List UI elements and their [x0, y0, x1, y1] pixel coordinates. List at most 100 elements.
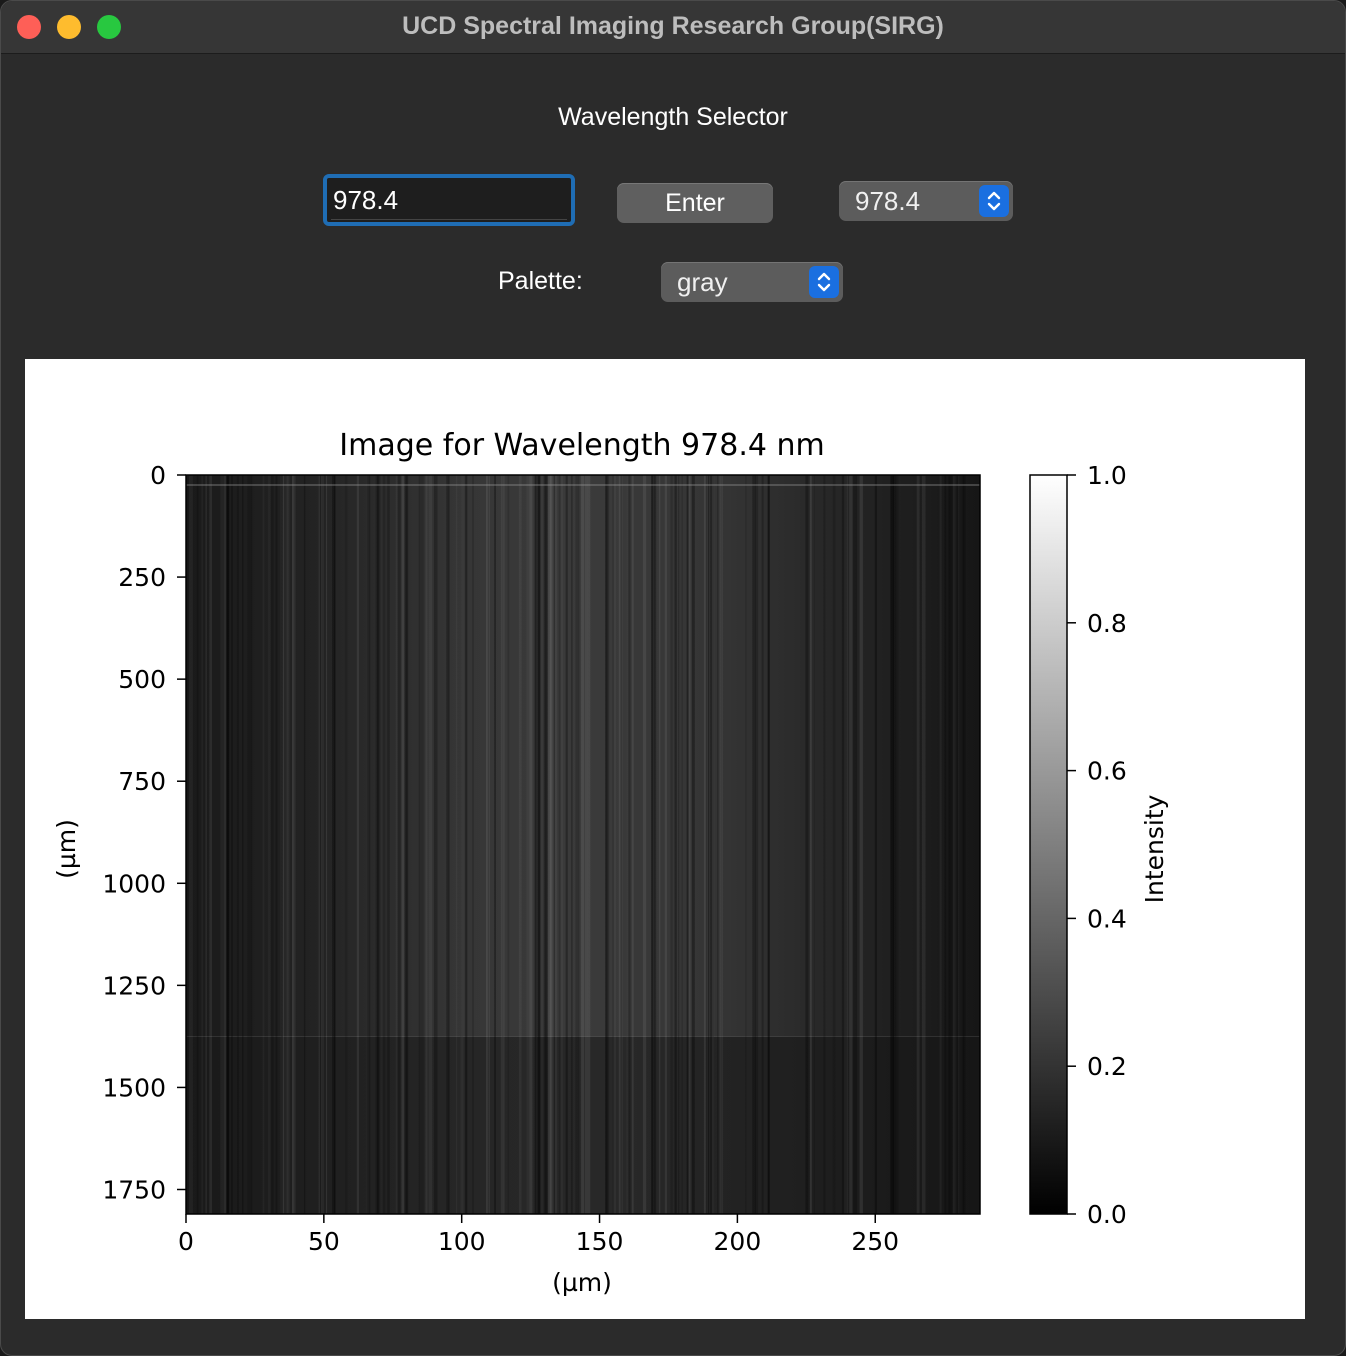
x-tick-label: 100	[438, 1227, 486, 1256]
heatmap-stripe	[285, 475, 289, 1214]
heatmap-stripe	[223, 475, 226, 1214]
y-axis-label: (µm)	[52, 819, 81, 879]
heatmap-stripe	[507, 475, 510, 1214]
heatmap-stripe	[382, 475, 386, 1214]
heatmap-stripe	[705, 475, 707, 1214]
heatmap-stripe	[674, 475, 677, 1214]
heatmap-stripe	[721, 475, 724, 1214]
heatmap-stripe	[678, 475, 680, 1214]
wavelength-input[interactable]: 978.4	[323, 174, 575, 226]
heatmap-stripe	[626, 475, 629, 1214]
heatmap-stripe	[529, 475, 533, 1214]
updown-chevron-icon	[809, 266, 839, 298]
heatmap-stripe	[201, 475, 203, 1214]
heatmap-stripe	[332, 475, 335, 1214]
colorbar-gradient	[1029, 474, 1068, 1215]
close-window-button[interactable]	[17, 15, 41, 39]
heatmap-stripe	[584, 475, 588, 1214]
heatmap-stripe	[939, 475, 942, 1214]
heatmap-stripe	[448, 475, 450, 1214]
heatmap-stripe	[710, 475, 714, 1214]
heatmap-stripe	[681, 475, 683, 1214]
heatmap-stripe	[626, 475, 628, 1214]
minimize-window-button[interactable]	[57, 15, 81, 39]
wavelength-select[interactable]: 978.4	[839, 181, 1013, 221]
x-tick-label: 200	[714, 1227, 762, 1256]
heatmap-stripe	[560, 475, 563, 1214]
colorbar: 0.0 0.2 0.4 0.6 0.8 1.0 Intensity	[1029, 461, 1169, 1229]
heatmap-stripe	[664, 475, 667, 1214]
y-tick-label: 1000	[102, 869, 166, 898]
heatmap-stripe	[745, 475, 747, 1214]
heatmap-stripe	[844, 475, 848, 1214]
heatmap-stripe	[658, 475, 661, 1214]
heatmap-stripe	[366, 475, 371, 1214]
heatmap-stripe	[841, 475, 846, 1214]
wavelength-selector-label: Wavelength Selector	[558, 103, 788, 131]
heatmap-stripe	[281, 475, 285, 1214]
heatmap-stripe	[268, 475, 270, 1214]
heatmap-stripe	[226, 475, 229, 1214]
x-axis-label: (µm)	[552, 1268, 612, 1297]
heatmap-stripe	[891, 475, 894, 1214]
heatmap-stripe	[963, 475, 965, 1214]
heatmap-stripe	[534, 475, 538, 1214]
maximize-window-button[interactable]	[97, 15, 121, 39]
heatmap-stripe	[275, 475, 278, 1214]
colorbar-tick-label: 0.2	[1087, 1052, 1127, 1081]
y-tick-label: 1500	[102, 1073, 166, 1102]
heatmap-stripe	[805, 475, 809, 1214]
heatmap-stripe	[280, 475, 285, 1214]
heatmap-stripe	[752, 475, 756, 1214]
window-title: UCD Spectral Imaging Research Group(SIRG…	[402, 12, 944, 40]
heatmap-stripe	[537, 475, 541, 1214]
enter-button[interactable]: Enter	[617, 183, 773, 223]
heatmap-stripe	[810, 475, 812, 1214]
heatmap-stripe	[397, 475, 402, 1214]
x-tick-label: 150	[576, 1227, 624, 1256]
heatmap-stripe	[460, 475, 464, 1214]
heatmap-stripe	[405, 475, 408, 1214]
heatmap-stripe	[425, 475, 428, 1214]
heatmap-stripe	[472, 475, 474, 1214]
heatmap-stripe	[396, 475, 398, 1214]
heatmap-stripe	[487, 475, 490, 1214]
heatmap-stripe	[428, 475, 433, 1214]
heatmap-lower-region	[186, 1036, 980, 1214]
heatmap-stripe	[618, 475, 623, 1214]
heatmap-stripe	[605, 475, 608, 1214]
y-tick-label: 250	[118, 563, 166, 592]
palette-select-value: gray	[677, 267, 728, 297]
heatmap-stripe	[921, 475, 926, 1214]
heatmap-stripe	[325, 475, 328, 1214]
heatmap-stripe	[575, 475, 579, 1214]
heatmap-stripe	[767, 475, 770, 1214]
heatmap-stripe	[890, 475, 894, 1214]
x-tick-label: 50	[308, 1227, 340, 1256]
x-tick-label: 250	[851, 1227, 899, 1256]
palette-select[interactable]: gray	[661, 262, 843, 302]
heatmap-stripe	[271, 475, 274, 1214]
heatmap-stripe	[220, 475, 223, 1214]
heatmap-stripe	[703, 475, 707, 1214]
x-axis: 0 50 100 150 200 250	[178, 1214, 899, 1256]
heatmap-stripe	[263, 475, 265, 1214]
heatmap-stripe	[958, 475, 959, 1214]
colorbar-tick-label: 0.8	[1087, 609, 1127, 638]
heatmap-stripe	[321, 475, 325, 1214]
heatmap-stripe	[494, 475, 496, 1214]
heatmap-stripe	[543, 475, 547, 1214]
heatmap-stripe	[344, 475, 348, 1214]
heatmap-stripe	[250, 475, 253, 1214]
heatmap-stripe	[944, 475, 947, 1214]
y-axis: 0 250 500 750 1000 1250 1500 1750	[102, 461, 186, 1205]
heatmap-stripe	[627, 475, 631, 1214]
heatmap-stripe	[356, 475, 359, 1214]
wavelength-input-value[interactable]: 978.4	[331, 180, 567, 220]
title-bar: UCD Spectral Imaging Research Group(SIRG…	[1, 1, 1345, 54]
heatmap-image	[185, 474, 981, 1215]
heatmap-stripe	[419, 475, 424, 1214]
heatmap-upper-region	[186, 475, 980, 1037]
heatmap-stripe	[767, 475, 770, 1214]
